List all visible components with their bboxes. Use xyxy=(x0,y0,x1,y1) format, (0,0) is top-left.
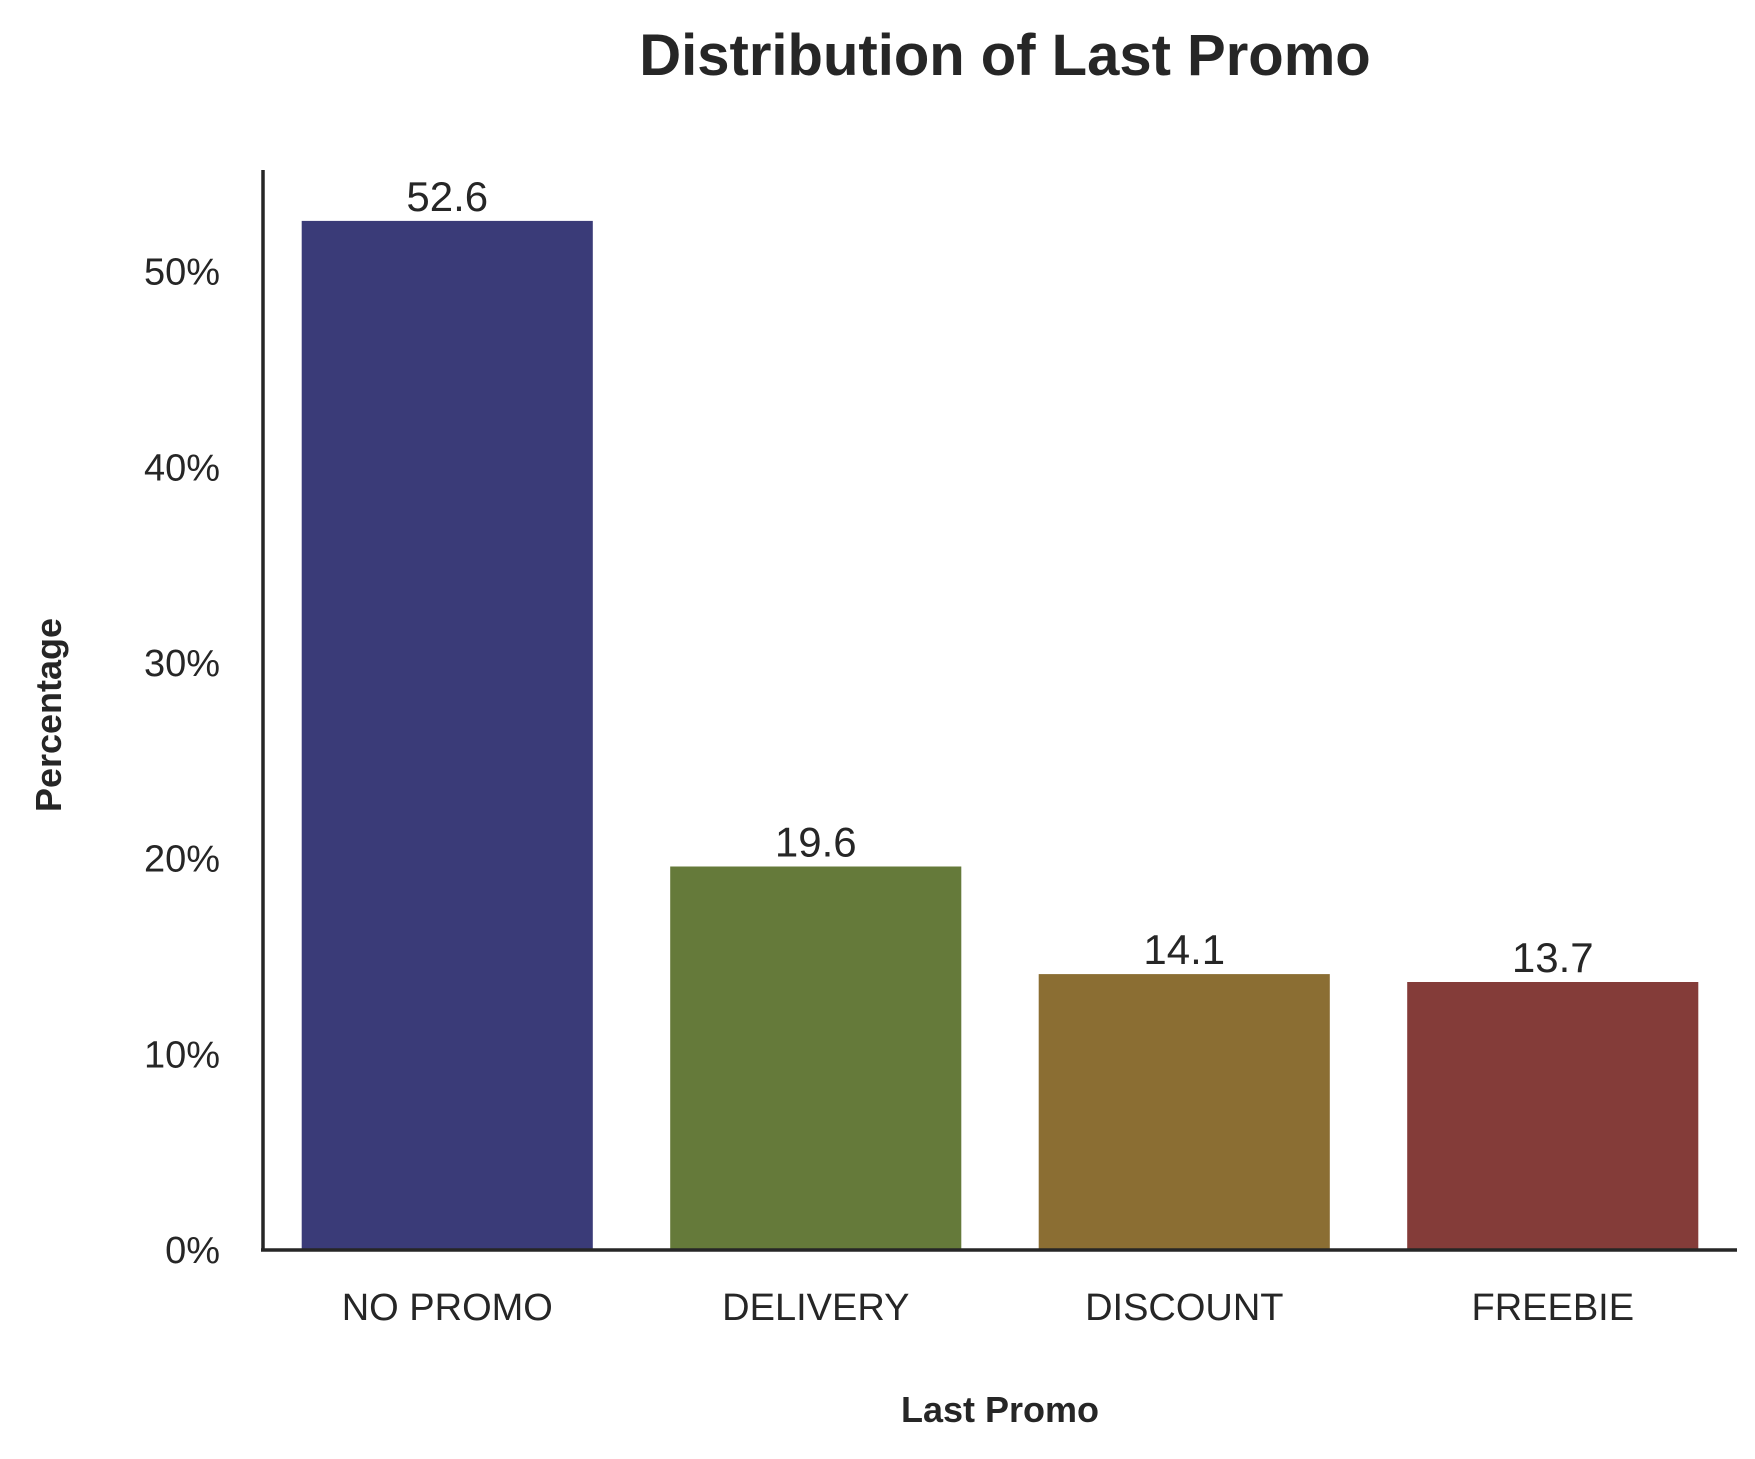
y-tick-label: 10% xyxy=(144,1034,220,1076)
x-tick-label: FREEBIE xyxy=(1471,1287,1634,1329)
y-tick-label: 50% xyxy=(144,252,220,294)
bars-layer xyxy=(301,220,1699,1250)
bar-discount xyxy=(1038,974,1330,1250)
bar-delivery xyxy=(670,866,962,1250)
bar-no-promo xyxy=(301,220,593,1250)
y-tick-label: 30% xyxy=(144,643,220,685)
bar-value-label: 52.6 xyxy=(406,173,488,220)
y-tick-label: 20% xyxy=(144,839,220,881)
bar-value-label: 14.1 xyxy=(1143,926,1225,973)
y-axis-ticks: 0% 10% 20% 30% 40% 50% xyxy=(144,252,220,1272)
value-labels-layer: 52.6 19.6 14.1 13.7 xyxy=(406,173,1593,981)
x-tick-label: DISCOUNT xyxy=(1085,1287,1283,1329)
y-tick-label: 0% xyxy=(165,1230,220,1272)
y-axis-label: Percentage xyxy=(28,618,69,812)
bar-value-label: 13.7 xyxy=(1512,934,1594,981)
x-tick-label: NO PROMO xyxy=(342,1287,553,1329)
x-axis-label: Last Promo xyxy=(901,1389,1099,1430)
x-axis-ticks: NO PROMO DELIVERY DISCOUNT FREEBIE xyxy=(342,1287,1634,1329)
x-tick-label: DELIVERY xyxy=(722,1287,909,1329)
bar-value-label: 19.6 xyxy=(775,819,857,866)
bar-freebie xyxy=(1407,982,1699,1250)
chart-title: Distribution of Last Promo xyxy=(639,23,1370,88)
y-tick-label: 40% xyxy=(144,447,220,489)
